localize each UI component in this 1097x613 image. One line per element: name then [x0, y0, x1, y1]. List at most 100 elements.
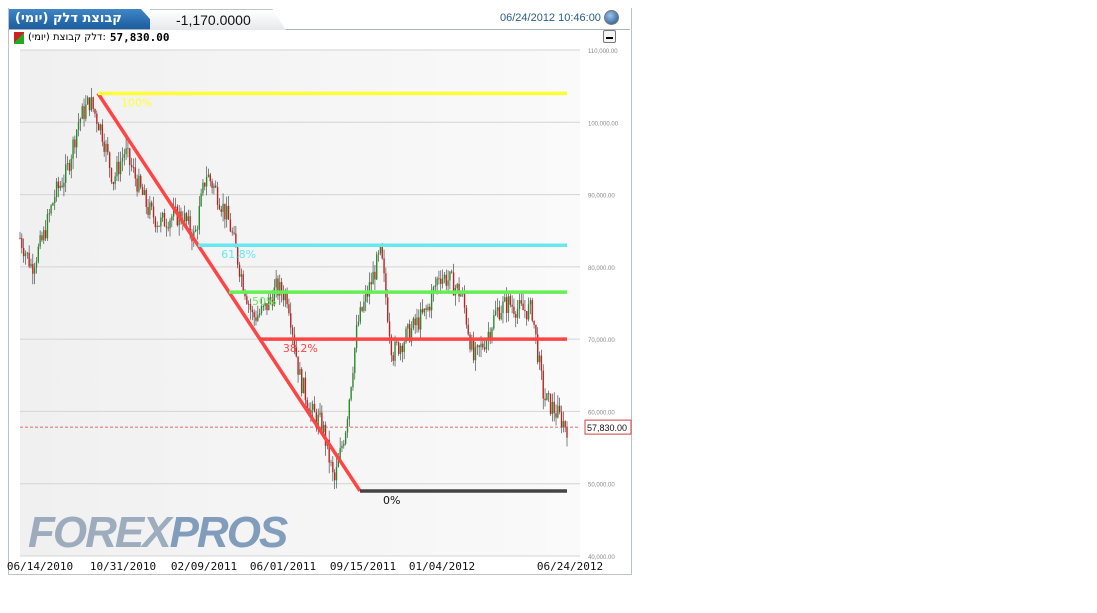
candle-body — [312, 403, 314, 410]
candle-body — [537, 334, 539, 363]
candle-body — [222, 203, 224, 212]
x-tick-label: 01/04/2012 — [409, 560, 475, 573]
candle-body — [151, 202, 153, 207]
candle-body — [372, 271, 374, 285]
candle-body — [535, 324, 537, 335]
candle-body — [81, 106, 83, 119]
fib-level-label: 38.2% — [283, 342, 318, 355]
candle-body — [487, 331, 490, 340]
candle-body — [447, 280, 449, 286]
candle-body — [381, 244, 383, 259]
tab-bar — [8, 8, 630, 30]
last-price-label: 57,830.00 — [587, 423, 627, 433]
candle-body — [149, 202, 151, 215]
candle-body — [396, 341, 398, 343]
candle-body — [271, 298, 274, 306]
legend: דלק קבוצת (יומי): 57,830.00 — [14, 31, 169, 44]
candle-body — [79, 118, 82, 123]
candle-body — [88, 97, 91, 111]
candle-body — [425, 308, 427, 310]
candle-body — [187, 216, 190, 222]
y-tick-label: 90,000.00 — [588, 194, 615, 200]
candle-body — [352, 373, 354, 388]
candle-body — [83, 106, 85, 119]
candle-body — [207, 174, 210, 177]
candle-body — [430, 292, 433, 311]
x-tick-label: 06/14/2010 — [7, 560, 73, 573]
candle-body — [423, 308, 426, 313]
candle-body — [284, 292, 286, 301]
globe-icon[interactable] — [604, 10, 619, 25]
candle-body — [238, 264, 241, 277]
candle-body — [233, 232, 235, 234]
candle-body — [346, 419, 349, 433]
candle-body — [518, 300, 521, 309]
candle-body — [72, 139, 74, 159]
candle-body — [125, 148, 127, 155]
candle-body — [467, 324, 469, 335]
candle-body — [110, 168, 113, 183]
candle-body — [295, 347, 297, 357]
candle-body — [107, 143, 109, 153]
candle-body — [376, 254, 378, 280]
candle-body — [264, 303, 266, 306]
candle-body — [350, 387, 352, 400]
x-tick-label: 02/09/2011 — [171, 560, 237, 573]
candle-body — [118, 161, 120, 175]
forexpros-logo: FOREXPROS — [28, 508, 288, 557]
candle-body — [163, 212, 166, 227]
candle-body — [465, 307, 468, 325]
candle-body — [361, 307, 363, 311]
candle-body — [99, 124, 102, 131]
candle-body — [493, 315, 495, 329]
candle-body — [86, 97, 89, 105]
candle-body — [365, 292, 367, 302]
candle-body — [280, 282, 283, 294]
candle-body — [321, 412, 323, 433]
candle-body — [485, 339, 488, 350]
candle-body — [324, 424, 327, 446]
candle-body — [172, 207, 175, 217]
candle-body — [313, 403, 316, 413]
candle-body — [359, 307, 361, 322]
candle-body — [235, 233, 237, 248]
candle-body — [92, 97, 94, 110]
candle-body — [441, 278, 444, 284]
candle-body — [50, 205, 52, 214]
candle-body — [480, 343, 482, 348]
candle-body — [167, 227, 169, 229]
candle-body — [436, 278, 438, 286]
candle-body — [48, 213, 50, 215]
minimize-button[interactable] — [603, 30, 616, 43]
candle-body — [335, 467, 338, 481]
candle-body — [156, 225, 158, 228]
candle-body — [337, 459, 340, 468]
candle-body — [266, 303, 268, 311]
candle-body — [119, 161, 122, 175]
candle-body — [194, 229, 197, 232]
candle-body — [105, 143, 107, 152]
candle-body — [383, 258, 385, 274]
candle-body — [70, 158, 72, 171]
candle-body — [258, 313, 261, 316]
candle-body — [28, 252, 30, 267]
plot-area — [20, 50, 580, 556]
candle-body — [500, 313, 502, 320]
tab-chart-title[interactable]: (קבוצת דלק (יומי — [9, 9, 159, 29]
candle-body — [96, 113, 98, 124]
candle-body — [291, 327, 294, 335]
candle-body — [357, 321, 360, 326]
candle-body — [558, 405, 561, 412]
candle-body — [306, 400, 308, 409]
candle-body — [220, 209, 222, 212]
candle-body — [551, 401, 554, 415]
fib-level-label: 50% — [252, 295, 276, 308]
tab-price-change[interactable]: -1,170.0000 (-1.9... — [150, 9, 286, 30]
candle-body — [449, 271, 451, 281]
candle-body — [251, 309, 254, 313]
candle-body — [59, 185, 61, 189]
candle-body — [330, 462, 332, 463]
candle-body — [116, 161, 118, 177]
candle-body — [277, 278, 279, 296]
